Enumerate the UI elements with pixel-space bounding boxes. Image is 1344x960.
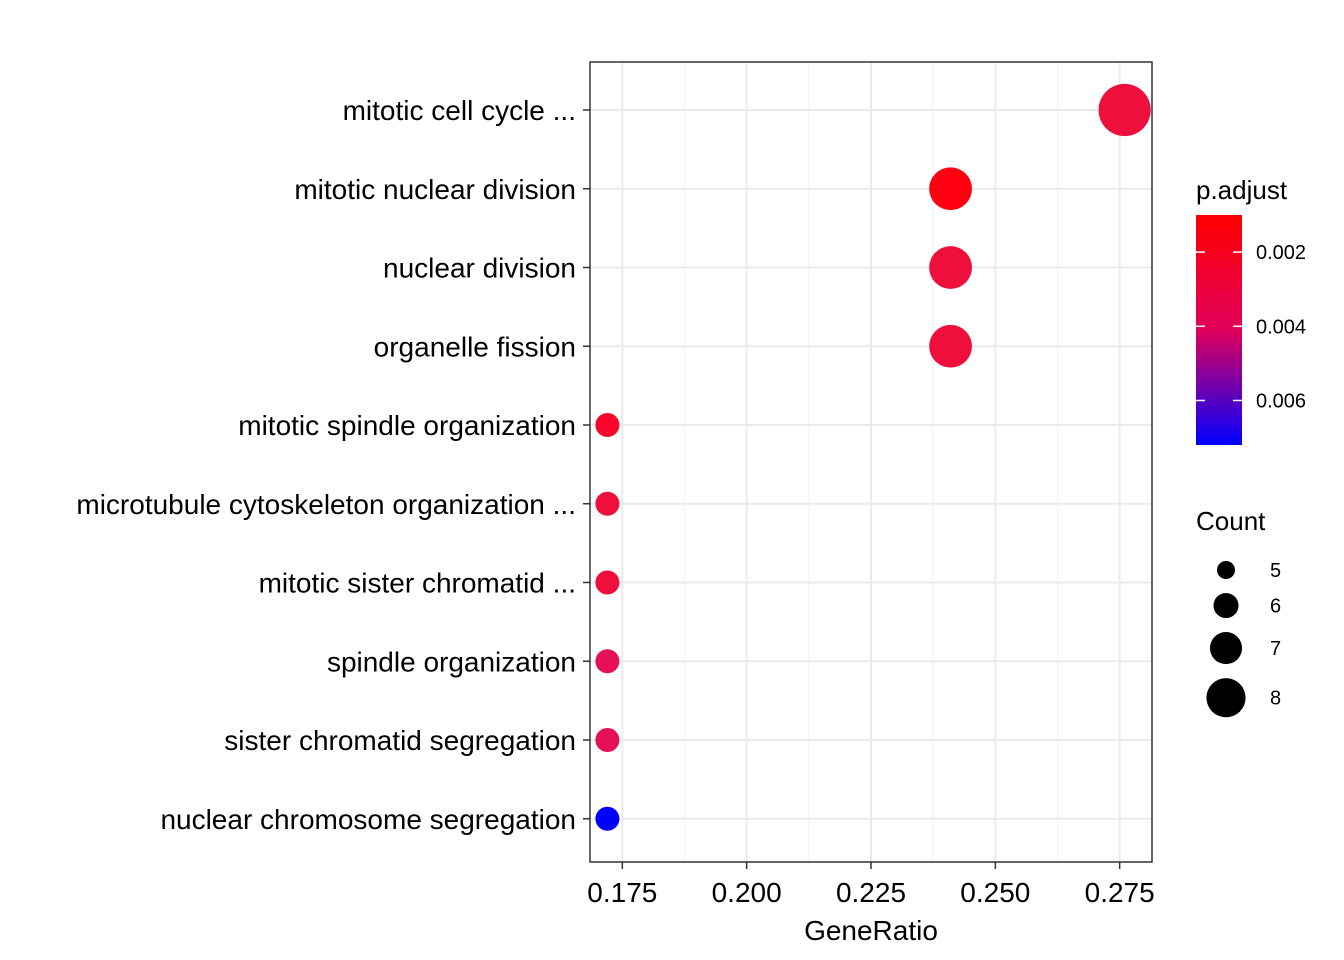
count-legend-label: 6 bbox=[1270, 596, 1281, 618]
p-adjust-legend: p.adjust 0.002 0.004 0.006 bbox=[1196, 175, 1306, 445]
x-tick-label: 0.225 bbox=[836, 877, 906, 908]
y-tick-label: mitotic spindle organization bbox=[238, 410, 576, 441]
data-point bbox=[595, 806, 620, 831]
data-point bbox=[595, 570, 620, 595]
count-legend-label: 5 bbox=[1270, 560, 1281, 582]
count-legend-label: 7 bbox=[1270, 638, 1281, 660]
y-tick-label: mitotic sister chromatid ... bbox=[259, 568, 576, 599]
data-point bbox=[929, 167, 972, 211]
y-axis: mitotic cell cycle ... mitotic nuclear di… bbox=[76, 95, 590, 835]
count-legend: Count 5 6 7 8 bbox=[1196, 506, 1281, 718]
colorbar-tick-label: 0.004 bbox=[1256, 316, 1306, 338]
count-legend-swatch bbox=[1213, 593, 1239, 619]
p-adjust-colorbar bbox=[1196, 215, 1242, 445]
y-tick-label: mitotic cell cycle ... bbox=[343, 95, 576, 126]
y-tick-label: microtubule cytoskeleton organization ..… bbox=[76, 489, 576, 520]
colorbar-tick-label: 0.006 bbox=[1256, 390, 1306, 412]
data-point bbox=[929, 246, 972, 289]
count-legend-label: 8 bbox=[1270, 688, 1281, 710]
x-axis-title: GeneRatio bbox=[804, 915, 938, 946]
x-tick-label: 0.200 bbox=[712, 877, 782, 908]
data-points bbox=[595, 83, 1151, 831]
data-point bbox=[1098, 83, 1151, 137]
data-point bbox=[595, 491, 620, 516]
y-tick-label: nuclear chromosome segregation bbox=[160, 804, 576, 835]
p-adjust-legend-title: p.adjust bbox=[1196, 175, 1288, 205]
y-tick-label: nuclear division bbox=[383, 253, 576, 284]
x-tick-label: 0.175 bbox=[587, 877, 657, 908]
colorbar-tick-label: 0.002 bbox=[1256, 242, 1306, 264]
data-point bbox=[595, 649, 620, 674]
count-legend-title: Count bbox=[1196, 506, 1266, 536]
y-tick-label: spindle organization bbox=[327, 646, 576, 677]
data-point bbox=[929, 324, 972, 368]
y-tick-label: organelle fission bbox=[374, 331, 576, 362]
count-legend-swatch bbox=[1209, 632, 1243, 665]
data-point bbox=[595, 413, 620, 437]
y-tick-label: sister chromatid segregation bbox=[224, 725, 576, 756]
count-legend-swatch bbox=[1217, 561, 1235, 579]
x-axis: 0.175 0.200 0.225 0.250 0.275 bbox=[587, 862, 1155, 908]
count-legend-swatch bbox=[1206, 678, 1246, 718]
x-tick-label: 0.275 bbox=[1085, 877, 1155, 908]
grid-lines bbox=[590, 62, 1152, 862]
data-point bbox=[595, 728, 620, 752]
x-tick-label: 0.250 bbox=[960, 877, 1030, 908]
y-tick-label: mitotic nuclear division bbox=[294, 174, 576, 205]
